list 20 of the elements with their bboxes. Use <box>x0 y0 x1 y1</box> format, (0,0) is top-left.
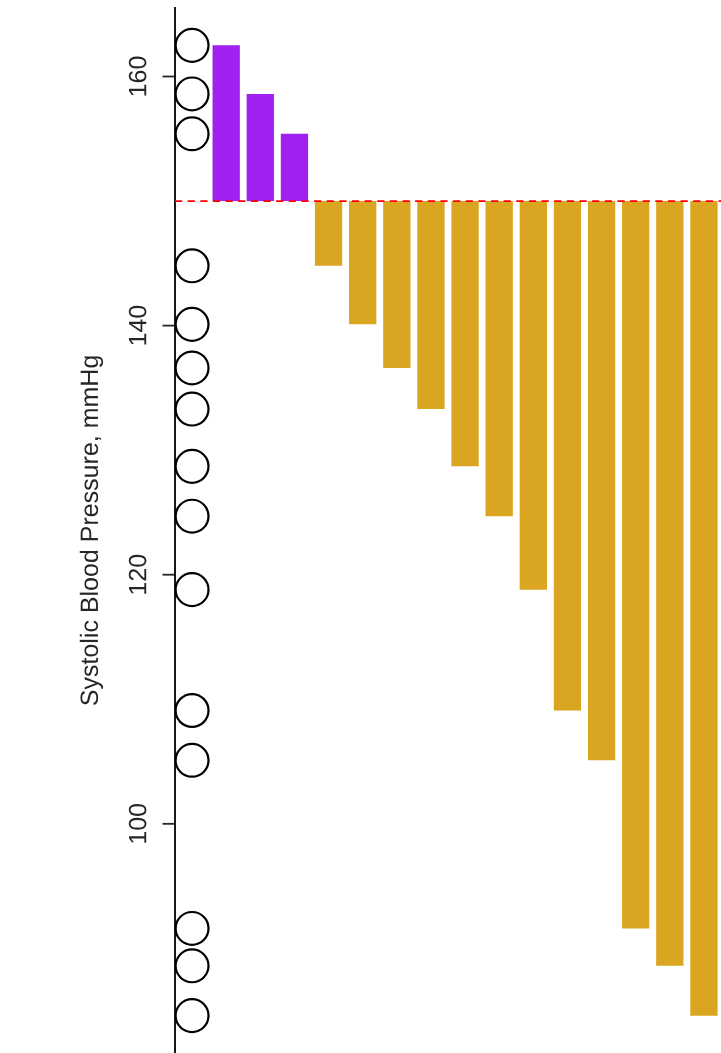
bar <box>212 45 240 202</box>
y-tick-label: 100 <box>128 803 147 843</box>
bar <box>485 201 513 517</box>
bar <box>553 201 582 711</box>
y-axis-title: Systolic Blood Pressure, mmHg <box>79 356 104 706</box>
bar <box>690 201 718 1016</box>
bar <box>280 133 309 202</box>
bar <box>519 201 547 590</box>
bar <box>314 201 343 266</box>
bar <box>246 93 274 202</box>
y-tick-label: 160 <box>128 56 147 96</box>
bar <box>349 201 377 325</box>
y-tick-label: 120 <box>128 554 147 594</box>
bar <box>656 201 684 966</box>
bar <box>622 201 650 929</box>
bar <box>451 201 479 467</box>
y-tick-label: 140 <box>128 305 147 345</box>
bar <box>587 201 616 761</box>
bar <box>417 201 445 410</box>
bar <box>383 201 411 368</box>
